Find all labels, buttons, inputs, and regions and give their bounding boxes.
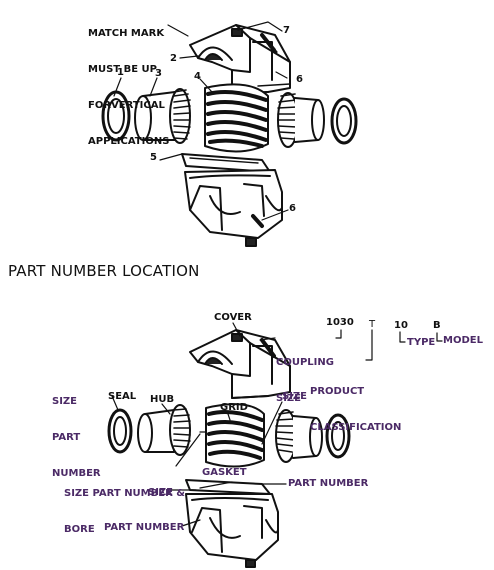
coupling-size-line-2: SIZE	[276, 393, 302, 404]
callout-6-lower: 6	[289, 203, 296, 214]
code-model: B	[433, 320, 441, 331]
coupling-size-line-1: COUPLING	[276, 357, 334, 368]
callout-5: 5	[150, 152, 157, 163]
product-classification-line-2: CLASSIFICATION	[310, 422, 402, 433]
label-grid: GRID	[220, 402, 248, 413]
bottom-hub-right	[275, 409, 323, 463]
top-seal-right	[330, 97, 358, 145]
note-line-2: MUST BE UP	[88, 64, 157, 75]
label-model: MODEL	[443, 335, 483, 346]
callout-4: 4	[194, 71, 201, 82]
bottom-hub-left	[137, 404, 213, 456]
label-coupling-size: COUPLING SIZE	[276, 333, 334, 429]
code-type: 10	[394, 320, 408, 331]
code-size: 1030	[326, 317, 354, 328]
callout-7: 7	[283, 25, 290, 36]
label-cover: COVER	[214, 312, 252, 323]
top-hub-right	[277, 92, 325, 148]
bottom-seal-left	[107, 408, 133, 454]
label-seal: SEAL	[108, 391, 137, 402]
top-gasket	[181, 153, 271, 173]
label-size-part-number-bore: SIZE PART NUMBER & BORE	[64, 464, 185, 560]
note-line-3: FORVERTICAL	[88, 100, 165, 111]
label-size-right: SIZE	[282, 391, 308, 402]
callout-3: 3	[155, 68, 162, 79]
label-hub: HUB	[150, 394, 175, 405]
match-mark-note: MATCH MARK MUST BE UP FORVERTICAL APPLIC…	[88, 4, 169, 172]
top-cover-lower	[184, 169, 283, 247]
size-part-number-line-3: NUMBER	[52, 468, 101, 479]
label-gasket: GASKET	[202, 467, 247, 478]
callout-1: 1	[117, 67, 124, 78]
label-product-classification: PRODUCT CLASSIFICATION	[310, 362, 401, 458]
top-seal-left	[101, 90, 131, 142]
label-type: TYPE	[407, 337, 436, 348]
callout-6-upper: 6	[296, 74, 303, 85]
top-leader-lines	[113, 21, 289, 221]
note-line-1: MATCH MARK	[88, 28, 165, 39]
size-part-number-bore-line-2: BORE	[64, 524, 95, 535]
label-size-left: SIZE	[148, 487, 174, 498]
top-cover-upper	[189, 24, 291, 95]
bottom-cover-upper	[189, 329, 291, 399]
top-grid-spring	[204, 83, 269, 153]
bottom-leader-lines	[111, 322, 443, 527]
bottom-seal-right	[325, 413, 351, 459]
note-line-4: APPLICATIONS	[88, 136, 170, 147]
bottom-grid-spring	[205, 403, 265, 468]
callout-2: 2	[170, 53, 177, 64]
label-size-part-number: SIZE PART NUMBER	[52, 372, 101, 504]
top-hub-left	[134, 88, 191, 144]
size-part-number-bore-line-1: SIZE PART NUMBER &	[64, 488, 185, 499]
section-title: PART NUMBER LOCATION	[8, 262, 200, 280]
code-classification: T	[369, 319, 376, 330]
product-classification-line-1: PRODUCT	[310, 386, 365, 397]
bottom-gasket	[185, 479, 271, 495]
size-part-number-line-1: SIZE	[52, 396, 78, 407]
label-part-number-bottom: PART NUMBER	[104, 522, 185, 533]
size-part-number-line-2: PART	[52, 432, 81, 443]
label-part-number-right: PART NUMBER	[288, 478, 369, 489]
bottom-cover-lower	[185, 493, 279, 568]
